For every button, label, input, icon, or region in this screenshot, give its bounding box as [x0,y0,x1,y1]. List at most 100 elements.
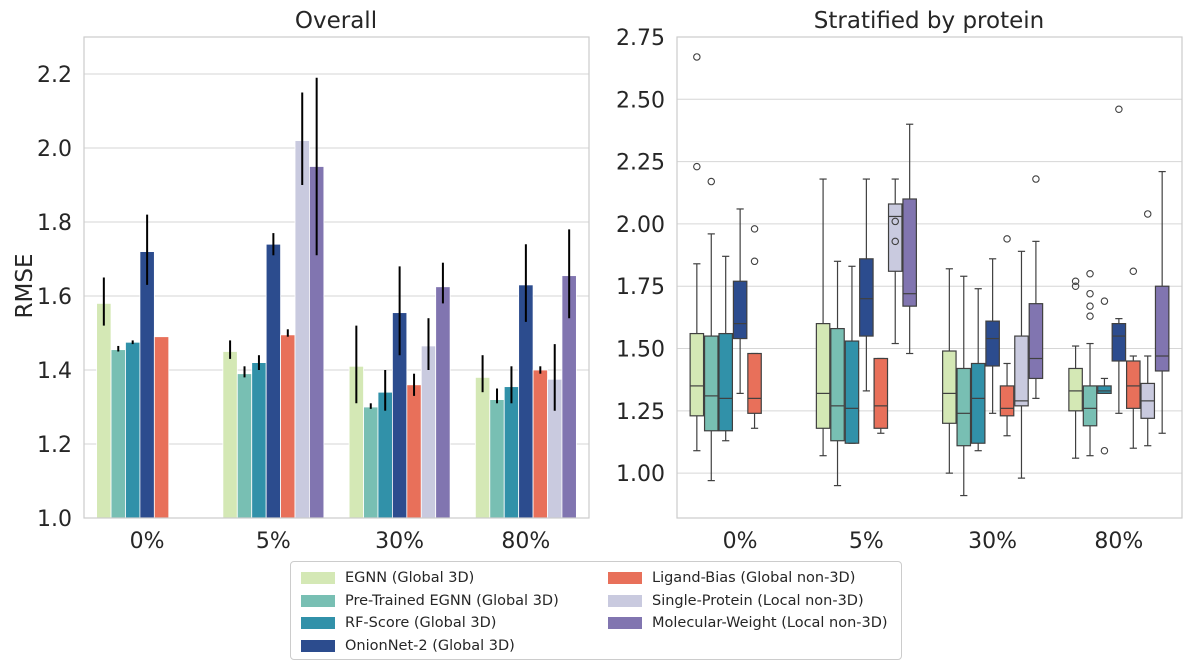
box [942,350,957,424]
bar [532,369,548,519]
overall-axes-frame [83,36,590,519]
overall-bars [96,77,577,519]
overall-tick-labels: 1.0 1.2 1.4 1.6 1.8 2.0 2.2 0% 5% 30% 80% [37,63,550,554]
outlier-point [1071,282,1080,290]
bar [280,334,296,519]
y-tick-label: 2.0 [37,137,72,162]
y-tick-label: 2.2 [37,63,72,88]
outlier-point [1129,267,1138,276]
bar [420,345,437,519]
x-tick-label: 30% [375,529,424,554]
box [747,352,762,414]
overall-title: Overall [295,8,377,34]
outlier-point [750,257,759,266]
y-tick-label: 1.4 [37,359,72,384]
y-tick-label: 1.2 [37,433,72,458]
box [859,258,874,337]
legend-item: RF-Score (Global 3D) [301,613,496,633]
box [1111,323,1127,362]
box [873,357,889,429]
y-tick-label: 1.0 [37,507,72,532]
outlier-point [1143,210,1152,218]
outlier-point [693,162,701,171]
legend-swatch [301,595,335,607]
box [999,385,1015,417]
outlier-point [1003,235,1011,243]
box [902,198,917,307]
overall-bar-chart: 1.01.21.41.61.82.02.20% 5% 30% 80% Overall … [12,8,590,554]
x-tick-label: 5% [256,529,291,554]
legend-label: Ligand-Bias (Global non-3D) [652,570,856,586]
x-tick-label: 0% [130,529,165,554]
box [1068,367,1083,412]
legend-swatch [301,572,335,584]
box [956,367,972,447]
bar [125,341,141,519]
legend-label: Single-Protein (Local non-3D) [652,593,864,609]
legend-label: RF-Score (Global 3D) [345,615,497,631]
bar [474,376,491,519]
x-tick-label: 80% [1094,529,1143,554]
outlier-point [1100,297,1109,305]
box [1028,303,1044,380]
x-tick-label: 5% [849,529,884,554]
y-tick-label: 1.8 [37,211,72,236]
y-tick-label: 2.25 [616,151,665,176]
outlier-point [1100,446,1109,455]
y-tick-label: 1.50 [616,338,665,363]
bar [294,140,310,519]
box [1097,385,1112,394]
box [703,335,719,432]
outlier-point [1086,289,1094,298]
legend-swatch [608,617,642,629]
box [689,332,705,417]
y-tick-label: 1.00 [616,462,665,487]
box [970,362,986,444]
stratified-title: Stratified by protein [814,8,1044,34]
box [718,332,734,432]
bar [110,349,126,519]
outlier-point [750,225,759,233]
bar [435,286,451,519]
box [732,280,748,340]
y-tick-label: 1.75 [616,275,665,300]
bar [377,391,393,519]
stratified-tick-labels: 1.00 1.25 1.50 1.75 2.00 2.25 2.50 2.75 0% 5% 30% 8… [616,26,1143,554]
bar [236,373,253,519]
outlier-point [891,237,899,246]
outlier-point [707,177,716,186]
outlier-point [1086,312,1094,320]
legend-swatch [608,595,642,607]
legend-label: Molecular-Weight (Local non-3D) [652,615,888,631]
legend-item: Pre-Trained EGNN (Global 3D) [301,591,559,611]
bar [222,351,238,519]
outlier-point [1071,277,1080,285]
y-tick-label: 2.50 [616,88,665,113]
y-tick-label: 1.25 [616,400,665,425]
bar [139,251,155,519]
y-tick-label: 1.6 [37,285,72,310]
legend-swatch [608,572,642,584]
legend-label: EGNN (Global 3D) [345,570,475,586]
bar [489,399,505,519]
box [1125,360,1141,409]
outlier-point [1032,175,1040,183]
stratified-axes-frame [676,36,1183,519]
box [1154,285,1170,372]
bar [96,302,112,519]
legend-item: Single-Protein (Local non-3D) [608,591,864,611]
outlier-point [1086,302,1094,310]
outlier-point [1115,105,1123,114]
bar [406,384,422,519]
y-tick-label: 2.00 [616,213,665,238]
bar [265,243,281,519]
y-tick-label: 2.75 [616,26,665,51]
box [830,327,845,442]
bar [251,362,267,519]
bar [503,386,520,519]
legend-swatch [301,617,335,629]
legend-label: OnionNet-2 (Global 3D) [345,638,515,654]
legend: EGNN (Global 3D) Pre-Trained EGNN (Globa… [290,561,902,660]
box [1082,385,1098,427]
